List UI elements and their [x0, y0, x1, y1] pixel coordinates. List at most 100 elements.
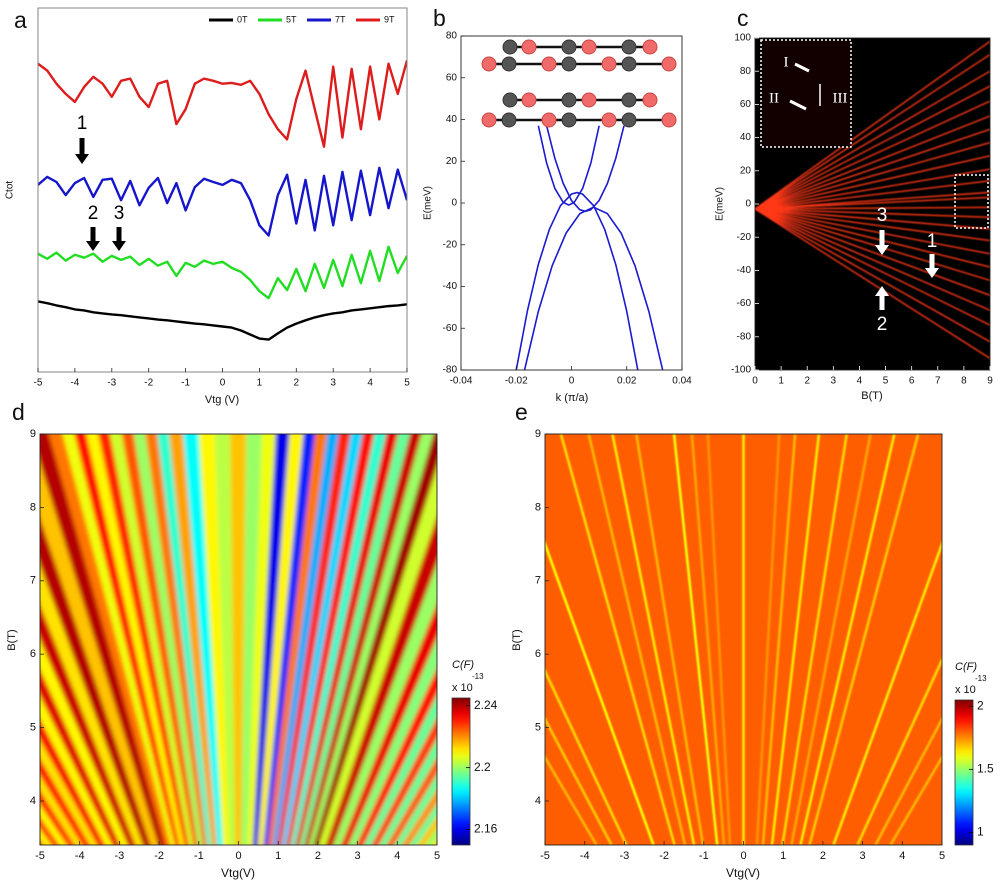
fan-band — [267, 434, 328, 845]
panel-letter: a — [14, 7, 27, 33]
y-tick-label: 40 — [446, 114, 458, 125]
annotation: 1 — [927, 231, 938, 252]
legend-label: 7T — [335, 14, 346, 24]
fan-band — [304, 434, 423, 845]
fan-band — [299, 434, 411, 845]
x-tick-label: -4 — [75, 850, 85, 862]
atom — [661, 112, 677, 128]
fan-band — [74, 434, 181, 845]
x-tick-label: 4 — [857, 376, 863, 387]
y-tick-label: 8 — [30, 501, 36, 513]
panel: -0.04 -0.02 0 0.02 0.04 -80 -60 -40 -20 0 20 40 60 80… — [423, 5, 693, 404]
colorbar-tick-label: 2 — [977, 698, 984, 712]
y-tick-label: -100 — [731, 365, 751, 376]
y-tick-label: 7 — [30, 575, 36, 587]
x-tick-label: -0.02 — [505, 376, 528, 387]
x-tick-label: 0.02 — [617, 376, 637, 387]
y-axis-label: E(meV) — [715, 187, 726, 221]
y-tick-label: 5 — [535, 721, 541, 733]
fan-band — [258, 434, 304, 845]
x-axis-label: Vtg(V) — [221, 866, 255, 880]
y-tick-label: -20 — [737, 232, 752, 243]
fan-band — [401, 789, 437, 845]
fan-band — [48, 434, 172, 845]
atom — [621, 92, 637, 108]
atom — [481, 56, 497, 72]
x-tick-label: 0 — [235, 850, 241, 862]
x-tick-label: -5 — [540, 850, 550, 862]
y-tick-label: 6 — [535, 648, 541, 660]
fan-line — [559, 434, 676, 845]
y-tick-label: 60 — [740, 99, 752, 110]
curve — [755, 208, 990, 326]
curve — [545, 125, 625, 213]
x-tick-label: -2 — [154, 850, 164, 862]
curve — [755, 206, 990, 210]
x-tick-label: 0.04 — [672, 376, 692, 387]
fan-band — [318, 467, 437, 845]
fan-band — [182, 434, 224, 845]
x-tick-label: 4 — [394, 850, 400, 862]
fan-band — [356, 668, 437, 845]
x-tick-label: 3 — [860, 850, 866, 862]
y-tick-label: 0 — [451, 198, 457, 209]
arrow — [925, 254, 939, 278]
y-tick-label: 20 — [740, 165, 752, 176]
atom — [642, 92, 658, 108]
fan-band — [281, 434, 364, 845]
curve — [755, 40, 990, 210]
x-tick-label: 0 — [220, 378, 226, 389]
fan-band — [333, 563, 437, 845]
y-axis-label: B(T) — [6, 629, 18, 650]
x-tick-label: -1 — [194, 850, 204, 862]
curve — [38, 166, 407, 237]
y-tick-label: -60 — [737, 298, 752, 309]
colorbar — [451, 697, 471, 846]
panel-letter: b — [433, 5, 446, 31]
x-tick-label: 2 — [804, 376, 810, 387]
fan-band — [230, 434, 247, 845]
x-tick-label: 6 — [909, 376, 915, 387]
y-tick-label: -40 — [737, 265, 752, 276]
atom — [561, 112, 577, 128]
y-tick-label: 6 — [30, 648, 36, 660]
y-tick-label: 5 — [30, 721, 36, 733]
y-tick-label: 0 — [745, 199, 751, 210]
curve — [755, 191, 990, 210]
plot-area — [515, 125, 664, 370]
y-tick-label: 8 — [535, 501, 541, 513]
x-tick-label: 5 — [434, 850, 440, 862]
fan-band — [198, 434, 230, 845]
fan-band — [394, 774, 437, 845]
curve — [755, 208, 990, 343]
y-tick-label: 60 — [446, 72, 458, 83]
curve — [755, 208, 990, 268]
fan-band — [409, 803, 437, 845]
fan-line — [611, 434, 696, 845]
inset-arrow — [789, 99, 807, 111]
y-tick-label: -80 — [737, 331, 752, 342]
fan-line — [781, 434, 849, 845]
curve — [755, 155, 990, 210]
fan-line — [856, 656, 942, 845]
colorbar-label: C(F) — [955, 661, 977, 673]
arrow — [75, 138, 89, 164]
panel-letter: d — [12, 399, 25, 425]
arrow — [112, 227, 126, 251]
x-tick-label: 5 — [939, 850, 945, 862]
y-axis-label: B(T) — [511, 629, 523, 650]
x-tick-label: 2 — [315, 850, 321, 862]
fan-band — [309, 434, 435, 845]
atom — [601, 56, 617, 72]
fan-line — [790, 434, 872, 845]
atom — [502, 39, 518, 55]
x-tick-label: 0 — [569, 376, 575, 387]
curve — [755, 208, 990, 282]
fan-band — [371, 717, 437, 845]
fan-band — [386, 757, 437, 845]
fan-line — [690, 434, 726, 845]
x-tick-label: -3 — [115, 850, 125, 862]
fan-band — [169, 434, 218, 845]
y-tick-label: 4 — [30, 795, 36, 807]
y-tick-label: 7 — [535, 575, 541, 587]
